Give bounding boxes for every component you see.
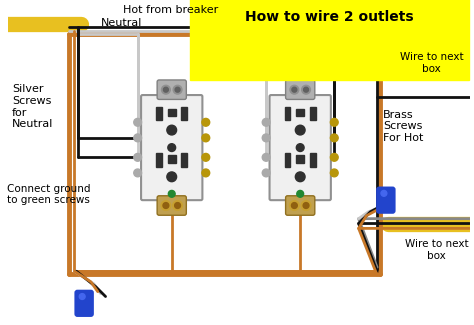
Circle shape bbox=[202, 134, 210, 142]
Bar bbox=[296, 109, 304, 116]
Circle shape bbox=[262, 118, 270, 126]
FancyBboxPatch shape bbox=[74, 290, 94, 317]
FancyBboxPatch shape bbox=[270, 95, 331, 200]
Circle shape bbox=[262, 153, 270, 161]
Circle shape bbox=[297, 190, 304, 197]
Bar bbox=[284, 107, 291, 120]
Bar bbox=[168, 109, 176, 116]
Circle shape bbox=[295, 125, 305, 135]
Circle shape bbox=[202, 153, 210, 161]
Text: Wire to next
box: Wire to next box bbox=[400, 52, 464, 74]
Text: Silver
Screws
for
Neutral: Silver Screws for Neutral bbox=[12, 84, 53, 129]
Bar bbox=[182, 153, 187, 167]
Circle shape bbox=[173, 85, 182, 94]
Circle shape bbox=[290, 85, 299, 94]
Circle shape bbox=[79, 293, 85, 299]
Circle shape bbox=[304, 87, 309, 92]
Circle shape bbox=[134, 153, 142, 161]
Bar bbox=[156, 153, 162, 167]
Circle shape bbox=[301, 85, 310, 94]
Circle shape bbox=[168, 190, 175, 197]
Bar bbox=[168, 155, 176, 163]
Circle shape bbox=[262, 169, 270, 177]
Circle shape bbox=[134, 169, 142, 177]
Circle shape bbox=[162, 85, 170, 94]
Circle shape bbox=[161, 201, 171, 210]
Bar bbox=[284, 153, 291, 167]
Circle shape bbox=[163, 202, 169, 208]
Circle shape bbox=[262, 134, 270, 142]
Bar bbox=[182, 107, 187, 120]
Circle shape bbox=[292, 87, 297, 92]
Circle shape bbox=[168, 144, 176, 151]
Bar bbox=[156, 107, 162, 120]
Circle shape bbox=[167, 125, 177, 135]
Circle shape bbox=[303, 202, 309, 208]
Bar bbox=[310, 107, 316, 120]
FancyBboxPatch shape bbox=[286, 196, 315, 215]
FancyBboxPatch shape bbox=[157, 196, 186, 215]
FancyBboxPatch shape bbox=[286, 80, 315, 99]
Circle shape bbox=[330, 153, 338, 161]
Bar bbox=[296, 155, 304, 163]
Circle shape bbox=[381, 190, 387, 196]
Circle shape bbox=[330, 118, 338, 126]
FancyBboxPatch shape bbox=[376, 187, 396, 214]
Circle shape bbox=[295, 172, 305, 182]
FancyBboxPatch shape bbox=[141, 95, 202, 200]
Text: Connect ground
to green screws: Connect ground to green screws bbox=[8, 184, 91, 205]
Circle shape bbox=[290, 201, 299, 210]
Text: How to wire 2 outlets: How to wire 2 outlets bbox=[245, 10, 414, 24]
Circle shape bbox=[167, 172, 177, 182]
Circle shape bbox=[292, 202, 297, 208]
Circle shape bbox=[330, 169, 338, 177]
Text: Wire to next
box: Wire to next box bbox=[405, 239, 468, 261]
Text: Hot from breaker: Hot from breaker bbox=[123, 6, 219, 15]
Circle shape bbox=[301, 201, 311, 210]
Circle shape bbox=[134, 134, 142, 142]
FancyBboxPatch shape bbox=[157, 80, 186, 99]
Circle shape bbox=[173, 201, 182, 210]
Circle shape bbox=[202, 169, 210, 177]
Circle shape bbox=[174, 202, 181, 208]
Circle shape bbox=[202, 118, 210, 126]
Bar bbox=[310, 153, 316, 167]
Circle shape bbox=[330, 134, 338, 142]
Circle shape bbox=[134, 118, 142, 126]
Text: Brass
Screws
For Hot: Brass Screws For Hot bbox=[383, 110, 423, 143]
Text: Neutral: Neutral bbox=[100, 18, 142, 28]
Circle shape bbox=[164, 87, 168, 92]
Circle shape bbox=[296, 144, 304, 151]
Circle shape bbox=[175, 87, 180, 92]
